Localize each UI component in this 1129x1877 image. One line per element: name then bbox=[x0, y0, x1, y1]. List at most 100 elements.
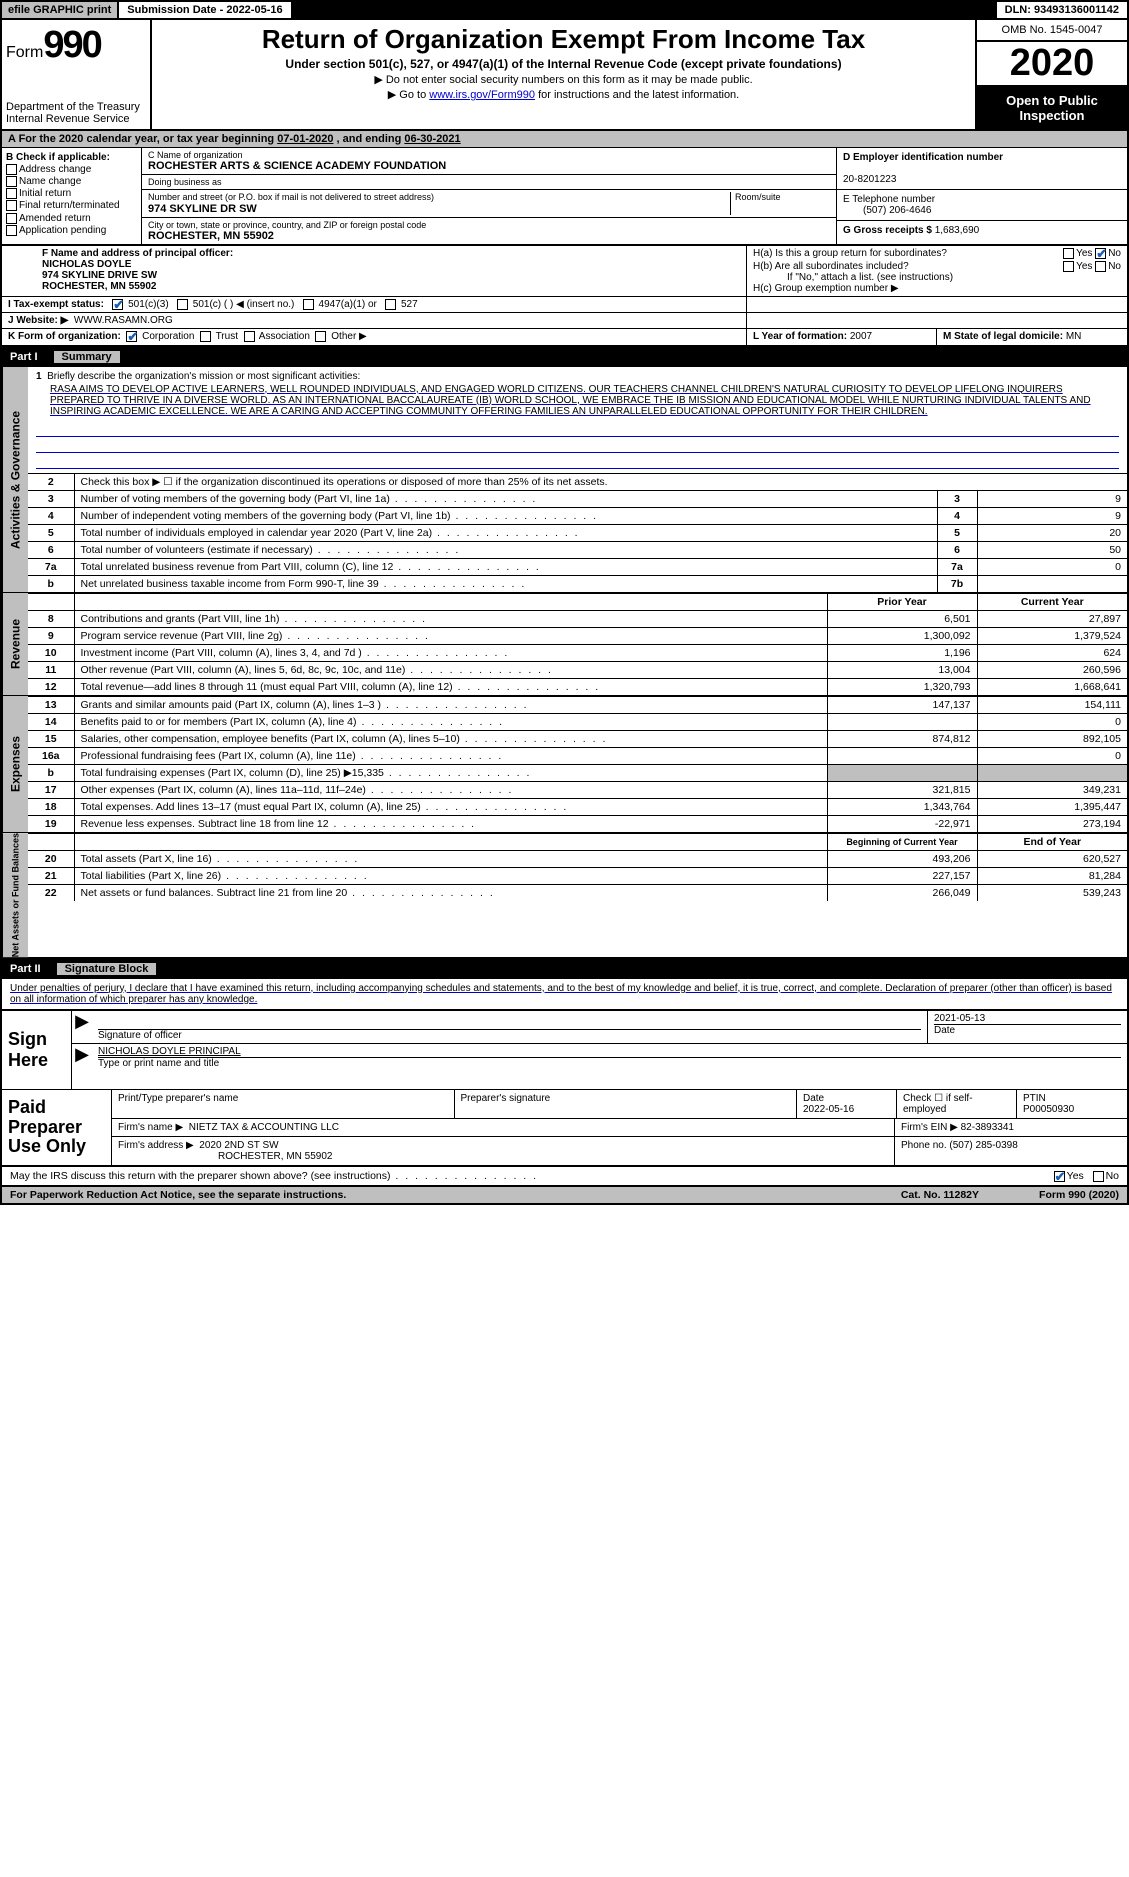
cb-501c[interactable] bbox=[177, 299, 188, 310]
cb-501c3[interactable] bbox=[112, 299, 123, 310]
cb-527[interactable] bbox=[385, 299, 396, 310]
table-row: 18 Total expenses. Add lines 13–17 (must… bbox=[28, 798, 1127, 815]
line-value: 0 bbox=[977, 558, 1127, 575]
line-desc: Total liabilities (Part X, line 26) bbox=[74, 867, 827, 884]
line-desc: Total assets (Part X, line 16) bbox=[74, 850, 827, 867]
cb-ha-no[interactable] bbox=[1095, 248, 1106, 259]
preparer-label: Paid Preparer Use Only bbox=[2, 1090, 112, 1165]
cb-application-pending[interactable]: Application pending bbox=[6, 225, 137, 236]
mission-label: Briefly describe the organization's miss… bbox=[47, 371, 360, 382]
line-desc: Other revenue (Part VIII, column (A), li… bbox=[74, 661, 827, 678]
cb-hb-no[interactable] bbox=[1095, 261, 1106, 272]
footer-row: For Paperwork Reduction Act Notice, see … bbox=[0, 1187, 1129, 1205]
cb-initial-return[interactable]: Initial return bbox=[6, 188, 137, 199]
table-row: b Total fundraising expenses (Part IX, c… bbox=[28, 764, 1127, 781]
side-label-net: Net Assets or Fund Balances bbox=[2, 833, 28, 957]
website-label: J Website: ▶ bbox=[8, 315, 68, 326]
line-num: 15 bbox=[28, 730, 74, 747]
revenue-header-row: Prior Year Current Year bbox=[28, 593, 1127, 610]
line-desc: Net assets or fund balances. Subtract li… bbox=[74, 884, 827, 901]
h-c-label: H(c) Group exemption number ▶ bbox=[753, 283, 1121, 294]
line-desc: Grants and similar amounts paid (Part IX… bbox=[74, 696, 827, 713]
current-value: 0 bbox=[977, 747, 1127, 764]
cb-hb-yes[interactable] bbox=[1063, 261, 1074, 272]
line-desc: Total unrelated business revenue from Pa… bbox=[74, 558, 937, 575]
table-row: 11 Other revenue (Part VIII, column (A),… bbox=[28, 661, 1127, 678]
firm-addr-cell: Firm's address ▶ 2020 2ND ST SW ROCHESTE… bbox=[112, 1137, 895, 1165]
prior-value: -22,971 bbox=[827, 815, 977, 832]
sign-row-1: ▶ Signature of officer 2021-05-13 Date bbox=[72, 1011, 1127, 1044]
mission-num: 1 bbox=[36, 371, 42, 382]
prep-row-2: Firm's name ▶ NIETZ TAX & ACCOUNTING LLC… bbox=[112, 1119, 1127, 1137]
firm-name-label: Firm's name ▶ bbox=[118, 1122, 183, 1133]
cb-discuss-yes[interactable] bbox=[1054, 1171, 1065, 1182]
prep-name-header: Print/Type preparer's name bbox=[112, 1090, 455, 1118]
form-title: Return of Organization Exempt From Incom… bbox=[162, 24, 965, 55]
current-value: 1,379,524 bbox=[977, 627, 1127, 644]
line-desc: Total number of volunteers (estimate if … bbox=[74, 541, 937, 558]
cb-address-change[interactable]: Address change bbox=[6, 164, 137, 175]
sign-here-label: Sign Here bbox=[2, 1011, 72, 1089]
sign-date-label: Date bbox=[934, 1024, 1121, 1036]
form-header: Form990 Department of the Treasury Inter… bbox=[0, 20, 1129, 131]
governance-body: 1 Briefly describe the organization's mi… bbox=[28, 367, 1127, 592]
line-num: b bbox=[28, 764, 74, 781]
line-num: 5 bbox=[28, 524, 74, 541]
officer-signature-cell[interactable]: Signature of officer bbox=[92, 1011, 927, 1043]
cb-corp[interactable] bbox=[126, 331, 137, 342]
prior-value: 266,049 bbox=[827, 884, 977, 901]
part-2-bar: Part II Signature Block bbox=[0, 959, 1129, 979]
prior-value bbox=[827, 713, 977, 730]
prep-selfemp-cell[interactable]: Check ☐ if self-employed bbox=[897, 1090, 1017, 1118]
table-row: 14 Benefits paid to or for members (Part… bbox=[28, 713, 1127, 730]
prior-value: 227,157 bbox=[827, 867, 977, 884]
gov-line: 3 Number of voting members of the govern… bbox=[28, 490, 1127, 507]
ein-value: 20-8201223 bbox=[843, 174, 896, 185]
org-name-label: C Name of organization bbox=[148, 150, 830, 160]
firm-name-value: NIETZ TAX & ACCOUNTING LLC bbox=[189, 1122, 339, 1133]
city-value: ROCHESTER, MN 55902 bbox=[148, 230, 830, 242]
cb-ha-yes[interactable] bbox=[1063, 248, 1074, 259]
part-1-title: Summary bbox=[54, 351, 120, 363]
cb-amended-return[interactable]: Amended return bbox=[6, 213, 137, 224]
line-box: 6 bbox=[937, 541, 977, 558]
current-value: 260,596 bbox=[977, 661, 1127, 678]
officer-addr1: 974 SKYLINE DRIVE SW bbox=[42, 270, 157, 281]
cb-other[interactable] bbox=[315, 331, 326, 342]
h-yes: Yes bbox=[1076, 248, 1092, 259]
cb-final-return[interactable]: Final return/terminated bbox=[6, 200, 137, 211]
officer-name: NICHOLAS DOYLE bbox=[42, 259, 131, 270]
omb-number: OMB No. 1545-0047 bbox=[977, 20, 1127, 42]
opt-527: 527 bbox=[401, 299, 418, 310]
officer-label: F Name and address of principal officer: bbox=[42, 248, 233, 259]
cb-name-change[interactable]: Name change bbox=[6, 176, 137, 187]
line-desc: Contributions and grants (Part VIII, lin… bbox=[74, 610, 827, 627]
line-num: 14 bbox=[28, 713, 74, 730]
cb-trust[interactable] bbox=[200, 331, 211, 342]
table-row: 16a Professional fundraising fees (Part … bbox=[28, 747, 1127, 764]
expenses-body: 13 Grants and similar amounts paid (Part… bbox=[28, 696, 1127, 832]
firm-addr-label: Firm's address ▶ bbox=[118, 1140, 194, 1151]
current-value: 27,897 bbox=[977, 610, 1127, 627]
irs-link[interactable]: www.irs.gov/Form990 bbox=[429, 89, 535, 101]
box-j-right bbox=[747, 313, 1127, 328]
discuss-no: No bbox=[1106, 1170, 1119, 1182]
sign-date-cell: 2021-05-13 Date bbox=[927, 1011, 1127, 1043]
year-formation-value: 2007 bbox=[850, 331, 872, 342]
line-num: 3 bbox=[28, 490, 74, 507]
line-value: 50 bbox=[977, 541, 1127, 558]
form-word: Form bbox=[6, 44, 43, 61]
opt-501c3: 501(c)(3) bbox=[128, 299, 169, 310]
opt-assoc: Association bbox=[259, 332, 310, 343]
gov-line: 6 Total number of volunteers (estimate i… bbox=[28, 541, 1127, 558]
net-body: Beginning of Current Year End of Year 20… bbox=[28, 833, 1127, 957]
line-value bbox=[977, 575, 1127, 592]
sign-arrow-icon-2: ▶ bbox=[72, 1044, 92, 1071]
cb-discuss-no[interactable] bbox=[1093, 1171, 1104, 1182]
gross-receipts-value: 1,683,690 bbox=[935, 225, 980, 236]
firm-name-cell: Firm's name ▶ NIETZ TAX & ACCOUNTING LLC bbox=[112, 1119, 895, 1136]
line-num: b bbox=[28, 575, 74, 592]
cb-4947[interactable] bbox=[303, 299, 314, 310]
cb-assoc[interactable] bbox=[244, 331, 255, 342]
submission-date-value: 2022-05-16 bbox=[226, 4, 282, 16]
